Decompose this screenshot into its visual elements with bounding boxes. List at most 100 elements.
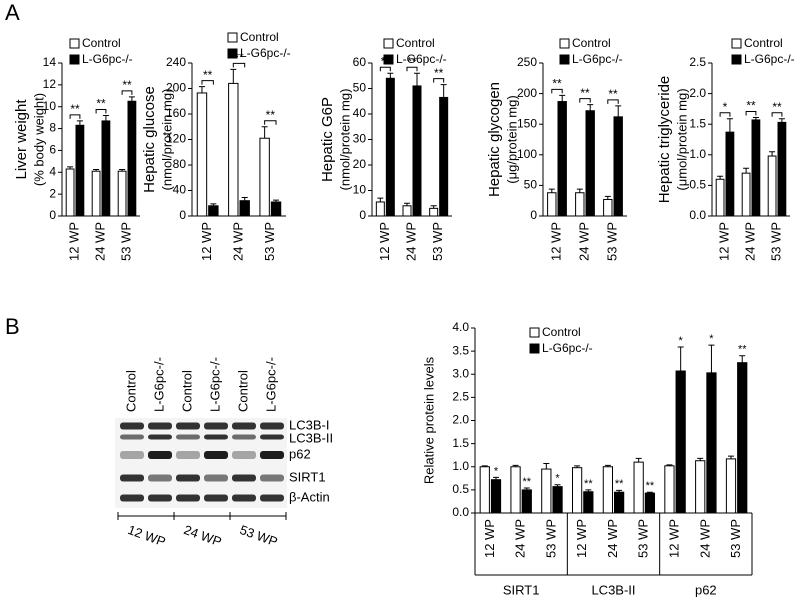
blot-band — [176, 434, 200, 440]
x-tick-label: 12 WP — [482, 519, 497, 558]
error-bar — [440, 84, 447, 98]
y-tick-label: 240 — [166, 55, 186, 69]
blot-band — [148, 422, 172, 430]
bar — [412, 85, 422, 217]
y-tick-label: 14 — [43, 55, 57, 69]
legend-swatch — [227, 32, 238, 43]
blot-band — [148, 451, 172, 459]
bar — [385, 77, 395, 217]
bar — [91, 170, 101, 217]
significance: ** — [122, 78, 132, 92]
significance: ** — [434, 66, 444, 80]
blot-band — [232, 451, 256, 459]
y-tick-label: 30 — [353, 132, 367, 146]
blot-band — [260, 434, 284, 440]
y-tick-label: 0 — [359, 208, 366, 222]
y-tick-label: 0 — [179, 208, 186, 222]
legend-label: Control — [744, 36, 783, 50]
significance-bracket — [232, 62, 246, 68]
bar — [725, 458, 737, 514]
error-bar — [635, 457, 642, 463]
x-tick-label: 24 WP — [513, 519, 528, 558]
error-bar — [548, 188, 555, 193]
error-bar — [198, 86, 205, 93]
bar — [65, 168, 75, 217]
blot-band — [176, 451, 200, 459]
bar — [239, 200, 250, 217]
x-tick-label: 12 WP — [716, 222, 731, 261]
y-tick-label: 0.5 — [452, 482, 469, 496]
error-bar — [76, 120, 83, 126]
panel-label: B — [5, 314, 20, 339]
blot-band — [232, 494, 256, 502]
lane-label: Control — [235, 370, 250, 412]
error-bar — [387, 72, 394, 79]
error-bar — [604, 195, 611, 200]
legend-swatch — [383, 38, 394, 49]
band-label: LC3B-II — [289, 430, 333, 445]
y-tick-label: 2.0 — [452, 413, 469, 427]
x-tick-label: 53 WP — [636, 519, 651, 558]
y-tick-label: 1.0 — [689, 147, 706, 161]
error-bar — [230, 68, 237, 84]
legend-swatch — [69, 38, 80, 49]
y-axis-label: Hepatic glucose — [141, 86, 158, 193]
significance-bracket — [607, 99, 619, 104]
significance-bracket — [264, 120, 277, 125]
lane-label: L-G6pc-/- — [263, 357, 278, 412]
significance: ** — [615, 478, 624, 490]
significance-bracket — [745, 110, 757, 116]
significance: * — [709, 333, 714, 345]
y-tick-label: 0.0 — [452, 505, 469, 519]
y-tick-label: 200 — [166, 81, 186, 95]
y-tick-label: 12 — [43, 77, 57, 91]
x-tick-label: 24 WP — [742, 222, 757, 261]
bar — [127, 100, 137, 217]
x-tick-label: 53 WP — [262, 222, 277, 261]
blot-band — [204, 474, 228, 482]
error-bar — [778, 118, 785, 123]
blot-band — [120, 434, 144, 440]
blot-band — [120, 451, 144, 459]
y-axis-label: (nmol/protein mg) — [159, 89, 174, 191]
y-tick-label: 40 — [353, 106, 367, 120]
legend-label: L-G6pc-/- — [240, 46, 291, 60]
error-bar — [481, 465, 488, 467]
bar — [614, 491, 625, 514]
significance-bracket — [406, 66, 418, 72]
bar — [741, 172, 751, 217]
error-bar — [739, 355, 746, 363]
error-bar — [67, 166, 74, 170]
legend-label: L-G6pc-/- — [542, 341, 593, 355]
group-label: p62 — [695, 582, 717, 597]
panel-label: A — [5, 0, 20, 25]
y-tick-label: 100 — [517, 147, 537, 161]
y-axis-label: Hepatic triglyceride — [656, 76, 673, 204]
y-axis-label: (% body weight) — [31, 93, 46, 186]
error-bar — [119, 169, 126, 172]
legend-swatch — [529, 343, 540, 354]
error-bar — [616, 489, 623, 493]
x-tick-label: 53 WP — [118, 222, 133, 261]
significance-bracket — [69, 114, 81, 119]
y-tick-label: 1.5 — [452, 436, 469, 450]
bar — [675, 370, 686, 514]
blot-band — [232, 474, 256, 482]
time-label: 53 WP — [238, 522, 280, 549]
band-label: LC3B-I — [289, 417, 329, 432]
lane-label: L-G6pc-/- — [151, 357, 166, 412]
legend-label: Control — [572, 36, 611, 50]
error-bar — [404, 202, 410, 206]
y-tick-label: 10 — [353, 183, 367, 197]
error-bar — [554, 484, 561, 487]
blot-band — [204, 422, 228, 430]
error-bar — [430, 205, 437, 209]
significance: ** — [266, 108, 276, 122]
blot-band — [120, 422, 144, 430]
blot-band — [148, 434, 172, 440]
lane-label: Control — [179, 370, 194, 412]
error-bar — [493, 476, 500, 480]
y-axis-label: (μg/protein mg) — [504, 95, 519, 183]
error-bar — [769, 151, 776, 157]
blot-band — [120, 474, 144, 482]
